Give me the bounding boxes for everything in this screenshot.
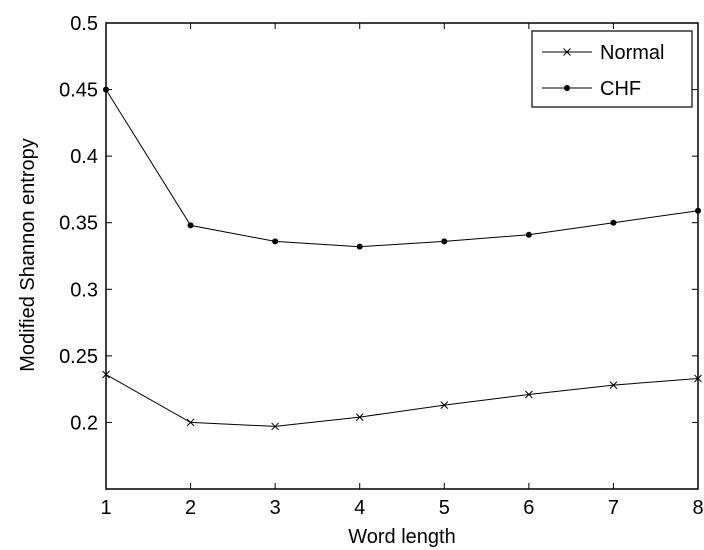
y-tick-label: 0.3 <box>70 279 98 301</box>
y-tick-label: 0.4 <box>70 146 98 168</box>
legend-label-chf: CHF <box>600 78 641 100</box>
data-point-normal <box>271 422 279 431</box>
y-tick-label: 0.25 <box>59 346 98 368</box>
data-point-chf <box>187 222 194 229</box>
x-axis-title: Word length <box>348 526 455 548</box>
data-point-chf <box>441 238 448 245</box>
data-point-normal <box>355 413 364 421</box>
series-line-normal <box>105 374 699 427</box>
data-point-chf <box>103 86 109 93</box>
data-point-chf <box>272 238 279 245</box>
data-point-normal <box>609 381 618 390</box>
data-point-chf <box>356 243 363 250</box>
y-axis-ticks: 0.2 0.25 0.3 0.35 0.4 0.45 0.5 <box>59 13 698 434</box>
data-point-chf <box>695 207 701 214</box>
data-point-normal <box>102 370 110 379</box>
legend-marker-normal <box>563 48 571 56</box>
legend-box <box>531 30 693 108</box>
x-axis-ticks: 1 2 3 4 5 6 7 8 <box>100 23 704 519</box>
data-point-chf <box>610 219 617 226</box>
legend-marker-chf <box>564 85 570 91</box>
x-tick-label: 8 <box>692 497 703 519</box>
y-axis-title: Modified Shannon entropy <box>17 138 39 372</box>
series-line-chf <box>105 89 699 248</box>
x-tick-label: 1 <box>100 497 111 519</box>
x-tick-label: 3 <box>270 497 281 519</box>
series-layer <box>102 86 702 431</box>
y-tick-label: 0.35 <box>59 213 98 235</box>
legend-label-normal: Normal <box>600 42 664 64</box>
data-point-normal <box>694 374 702 383</box>
y-tick-label: 0.5 <box>70 13 98 35</box>
x-tick-label: 2 <box>185 497 196 519</box>
data-point-normal <box>440 401 449 409</box>
y-tick-label: 0.2 <box>70 412 98 434</box>
data-point-normal <box>186 418 195 427</box>
y-tick-label: 0.45 <box>59 80 98 102</box>
data-point-normal <box>525 390 533 399</box>
x-tick-label: 4 <box>354 497 365 519</box>
x-tick-label: 6 <box>523 497 534 519</box>
data-point-chf <box>525 231 532 238</box>
legend: Normal CHF <box>531 30 693 108</box>
x-tick-label: 7 <box>608 497 619 519</box>
x-tick-label: 5 <box>439 497 450 519</box>
